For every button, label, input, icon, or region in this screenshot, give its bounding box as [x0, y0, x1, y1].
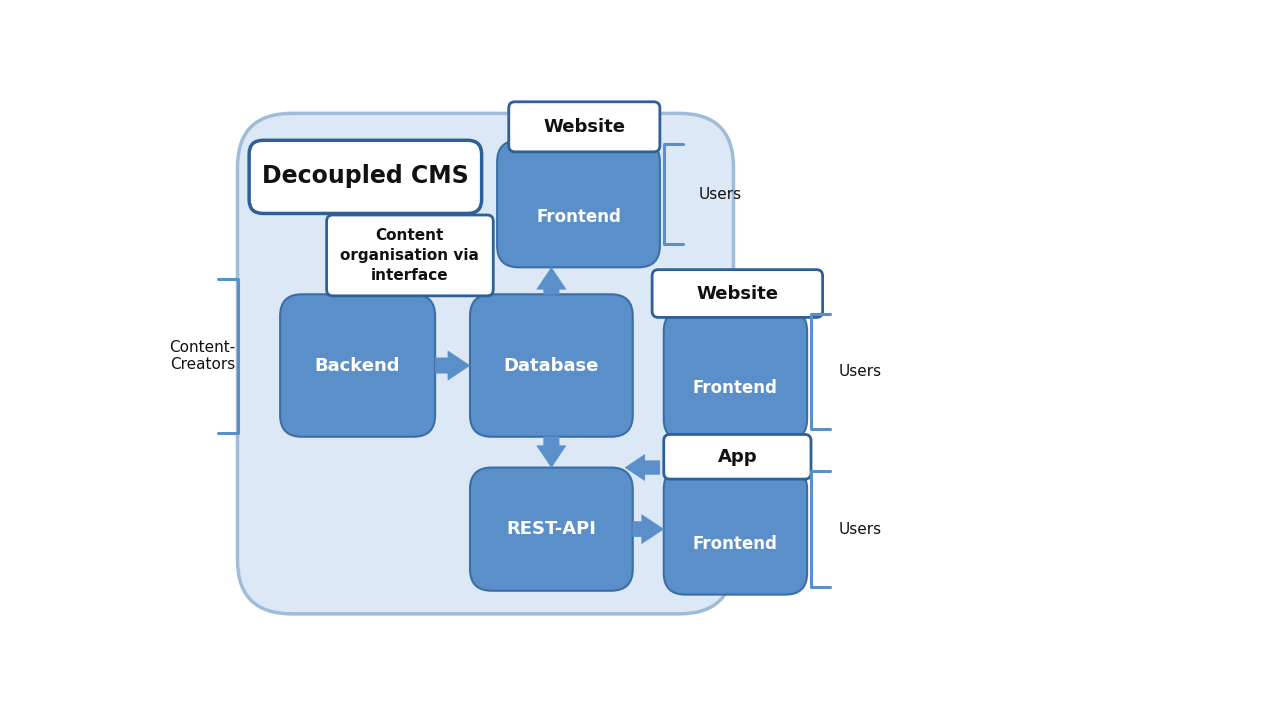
FancyBboxPatch shape [664, 310, 808, 441]
Text: Frontend: Frontend [692, 535, 778, 553]
Text: Users: Users [838, 522, 881, 536]
Text: Users: Users [838, 364, 881, 379]
Text: Backend: Backend [315, 356, 401, 374]
Polygon shape [625, 454, 660, 481]
Polygon shape [329, 273, 371, 294]
Polygon shape [714, 287, 756, 310]
FancyBboxPatch shape [326, 215, 493, 296]
Text: REST-API: REST-API [507, 520, 596, 538]
FancyBboxPatch shape [508, 102, 660, 152]
Text: Website: Website [696, 284, 778, 302]
Text: App: App [718, 448, 758, 466]
Text: Frontend: Frontend [536, 207, 621, 225]
Polygon shape [557, 116, 600, 140]
FancyBboxPatch shape [652, 270, 823, 318]
Text: Website: Website [543, 118, 626, 136]
Polygon shape [435, 351, 470, 380]
Text: Users: Users [699, 186, 741, 202]
FancyBboxPatch shape [238, 113, 733, 614]
Text: Database: Database [504, 356, 599, 374]
Text: Content-
Creators: Content- Creators [169, 340, 236, 372]
Text: Decoupled CMS: Decoupled CMS [262, 164, 468, 189]
FancyBboxPatch shape [250, 140, 481, 213]
Polygon shape [536, 267, 566, 294]
FancyBboxPatch shape [470, 467, 632, 590]
Polygon shape [536, 437, 566, 467]
Text: Frontend: Frontend [692, 379, 778, 397]
FancyBboxPatch shape [280, 294, 435, 437]
FancyBboxPatch shape [497, 140, 660, 267]
Polygon shape [714, 444, 756, 467]
FancyBboxPatch shape [664, 467, 808, 595]
FancyBboxPatch shape [470, 294, 632, 437]
Text: Content
organisation via
interface: Content organisation via interface [340, 228, 480, 283]
Polygon shape [632, 515, 664, 544]
FancyBboxPatch shape [664, 434, 812, 479]
